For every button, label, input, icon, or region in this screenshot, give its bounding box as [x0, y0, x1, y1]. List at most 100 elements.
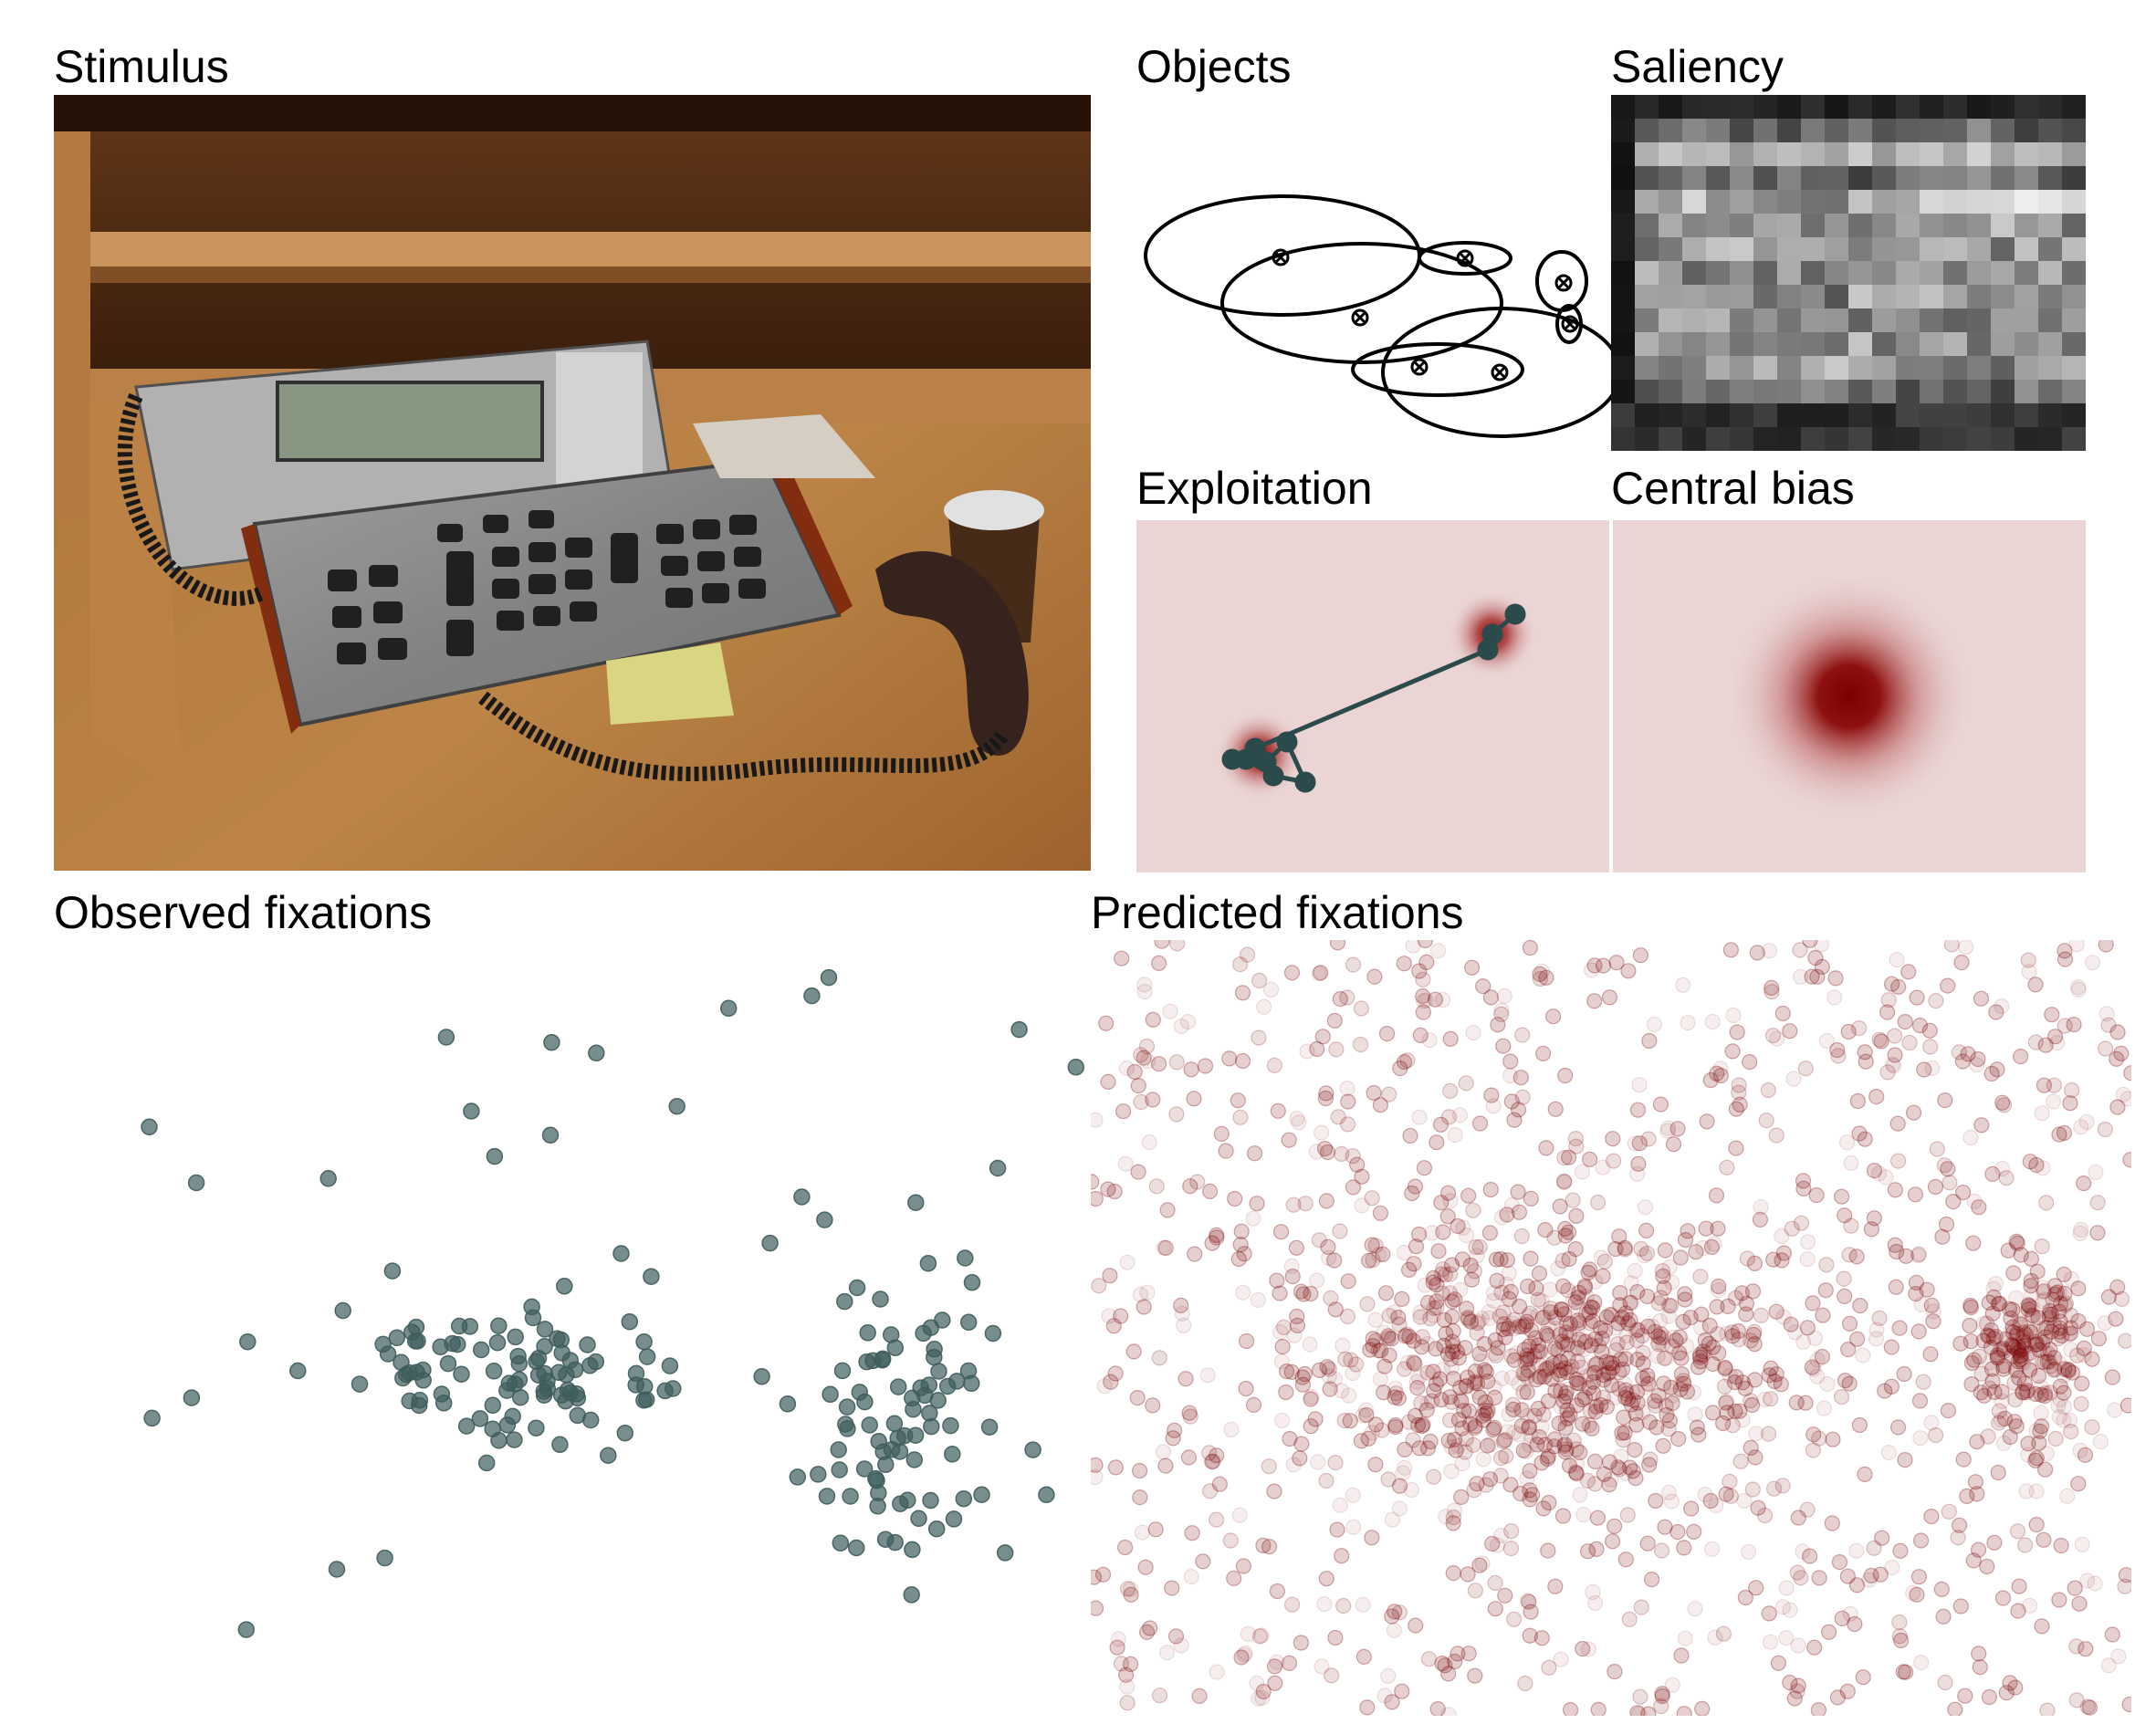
saliency-cell	[1659, 237, 1683, 262]
predicted-fixation-point	[1911, 1393, 1929, 1409]
saliency-cell	[1801, 285, 1826, 309]
predicted-fixation-point	[1889, 1243, 1905, 1260]
objects-diagram	[1136, 155, 1611, 456]
predicted-fixation-point	[1749, 945, 1765, 961]
predicted-fixation-point	[1589, 1510, 1607, 1526]
predicted-fixation-point	[1519, 1347, 1535, 1364]
predicted-fixation-point	[1814, 1349, 1831, 1365]
predicted-fixation-point	[1763, 1360, 1779, 1376]
predicted-fixation-point	[2104, 1369, 2121, 1385]
predicted-fixation-point	[1340, 1093, 1356, 1110]
predicted-fixation-point	[1482, 1181, 1499, 1198]
predicted-fixation-point	[1546, 1341, 1564, 1357]
predicted-fixation-point	[1648, 1492, 1664, 1510]
predicted-fixation-point	[1247, 1145, 1263, 1162]
predicted-fixation-point	[1145, 1397, 1161, 1414]
predicted-fixation-point	[1603, 1471, 1619, 1488]
predicted-fixation-point	[1396, 1244, 1412, 1261]
predicted-fixation-point	[1639, 1367, 1656, 1384]
predicted-fixation-point	[1502, 1053, 1519, 1070]
observed-fixation-point	[379, 1345, 397, 1363]
predicted-fixation-point	[1855, 1669, 1871, 1686]
predicted-fixation-point	[1415, 1004, 1431, 1020]
predicted-fixation-point	[1568, 1456, 1586, 1472]
saliency-cell	[1848, 356, 1873, 381]
observed-fixation-point	[1067, 1059, 1085, 1076]
observed-fixation-point	[944, 1446, 961, 1463]
predicted-fixation-point	[2097, 1315, 2113, 1332]
predicted-fixation-point	[1596, 1322, 1614, 1339]
predicted-fixation-point	[1655, 1336, 1671, 1353]
predicted-fixation-point	[1091, 1569, 1103, 1585]
predicted-fixation-point	[1465, 1024, 1481, 1041]
predicted-fixation-point	[1429, 1293, 1445, 1310]
predicted-fixation-point	[1671, 1344, 1688, 1361]
predicted-fixation-point	[1235, 1558, 1251, 1574]
saliency-cell	[1777, 142, 1802, 167]
predicted-fixation-point	[1168, 1106, 1185, 1123]
observed-fixation-point	[551, 1436, 569, 1454]
predicted-fixation-point	[1888, 1279, 1904, 1295]
observed-fixation-point	[535, 1383, 553, 1400]
predicted-fixation-point	[1837, 1207, 1853, 1224]
predicted-fixation-point	[1559, 1410, 1576, 1426]
predicted-fixation-point	[1309, 1040, 1325, 1058]
predicted-fixation-point	[1955, 1451, 1972, 1468]
predicted-fixation-point	[1962, 1299, 1980, 1316]
crossed-circle-icon	[1456, 249, 1474, 267]
predicted-fixation-point	[1502, 1283, 1519, 1300]
predicted-fixation-point	[1614, 1361, 1631, 1378]
saliency-cell	[1872, 427, 1897, 451]
predicted-fixation-point	[1470, 1384, 1486, 1400]
observed-fixation-point	[477, 1454, 496, 1472]
predicted-fixation-point	[1233, 1223, 1250, 1239]
predicted-fixation-point	[1863, 1221, 1880, 1238]
predicted-fixation-point	[1672, 1375, 1689, 1392]
predicted-fixation-point	[2078, 1641, 2094, 1657]
saliency-cell	[2038, 332, 2063, 357]
observed-fixation-point	[579, 1336, 596, 1353]
predicted-fixation-point	[2104, 1369, 2121, 1385]
predicted-fixation-point	[1646, 1016, 1663, 1033]
predicted-fixation-point	[1168, 1054, 1185, 1071]
predicted-fixation-point	[1294, 1369, 1311, 1385]
observed-fixation-point	[789, 1468, 807, 1486]
saliency-cell	[1967, 214, 1992, 238]
predicted-fixation-point	[1689, 1419, 1705, 1436]
predicted-fixation-point	[1342, 1413, 1358, 1429]
predicted-fixation-point	[1633, 1599, 1649, 1615]
predicted-fixation-point	[1329, 1521, 1345, 1538]
saliency-cell	[1611, 356, 1636, 381]
predicted-fixation-point	[1547, 1578, 1564, 1594]
predicted-fixation-point	[1295, 1286, 1312, 1302]
predicted-fixation-point	[1614, 1425, 1630, 1441]
predicted-fixation-point	[1313, 965, 1329, 981]
predicted-fixation-point	[1415, 1416, 1431, 1433]
observed-fixation-point	[859, 1324, 876, 1342]
saliency-cell	[1777, 214, 1802, 238]
predicted-fixation-point	[1837, 1288, 1853, 1304]
predicted-fixation-point	[1157, 1458, 1174, 1474]
predicted-fixation-point	[1415, 1416, 1431, 1433]
predicted-fixation-point	[1758, 1113, 1774, 1129]
predicted-fixation-point	[1429, 1701, 1446, 1716]
predicted-fixation-point	[1991, 1295, 2008, 1311]
predicted-fixation-point	[1142, 1620, 1158, 1636]
predicted-fixation-point	[1251, 1029, 1267, 1046]
predicted-fixation-point	[1107, 1459, 1124, 1476]
predicted-fixation-point	[1701, 1335, 1717, 1352]
predicted-fixation-point	[2036, 1343, 2053, 1361]
predicted-fixation-point	[1553, 1383, 1569, 1399]
observed-fixation-point	[484, 1396, 502, 1415]
predicted-fixation-point	[1774, 1005, 1791, 1022]
predicted-fixation-point	[1429, 1277, 1445, 1293]
predicted-fixation-point	[1561, 1250, 1577, 1268]
predicted-fixation-point	[1852, 1298, 1868, 1314]
predicted-fixation-point	[1362, 1342, 1378, 1358]
saliency-cell	[1943, 332, 1968, 357]
predicted-fixation-point	[2033, 1418, 2050, 1435]
predicted-fixation-point	[1381, 1347, 1397, 1364]
predicted-fixation-point	[2028, 1156, 2045, 1174]
predicted-fixation-point	[1320, 1238, 1336, 1255]
predicted-fixation-point	[1809, 1368, 1826, 1384]
